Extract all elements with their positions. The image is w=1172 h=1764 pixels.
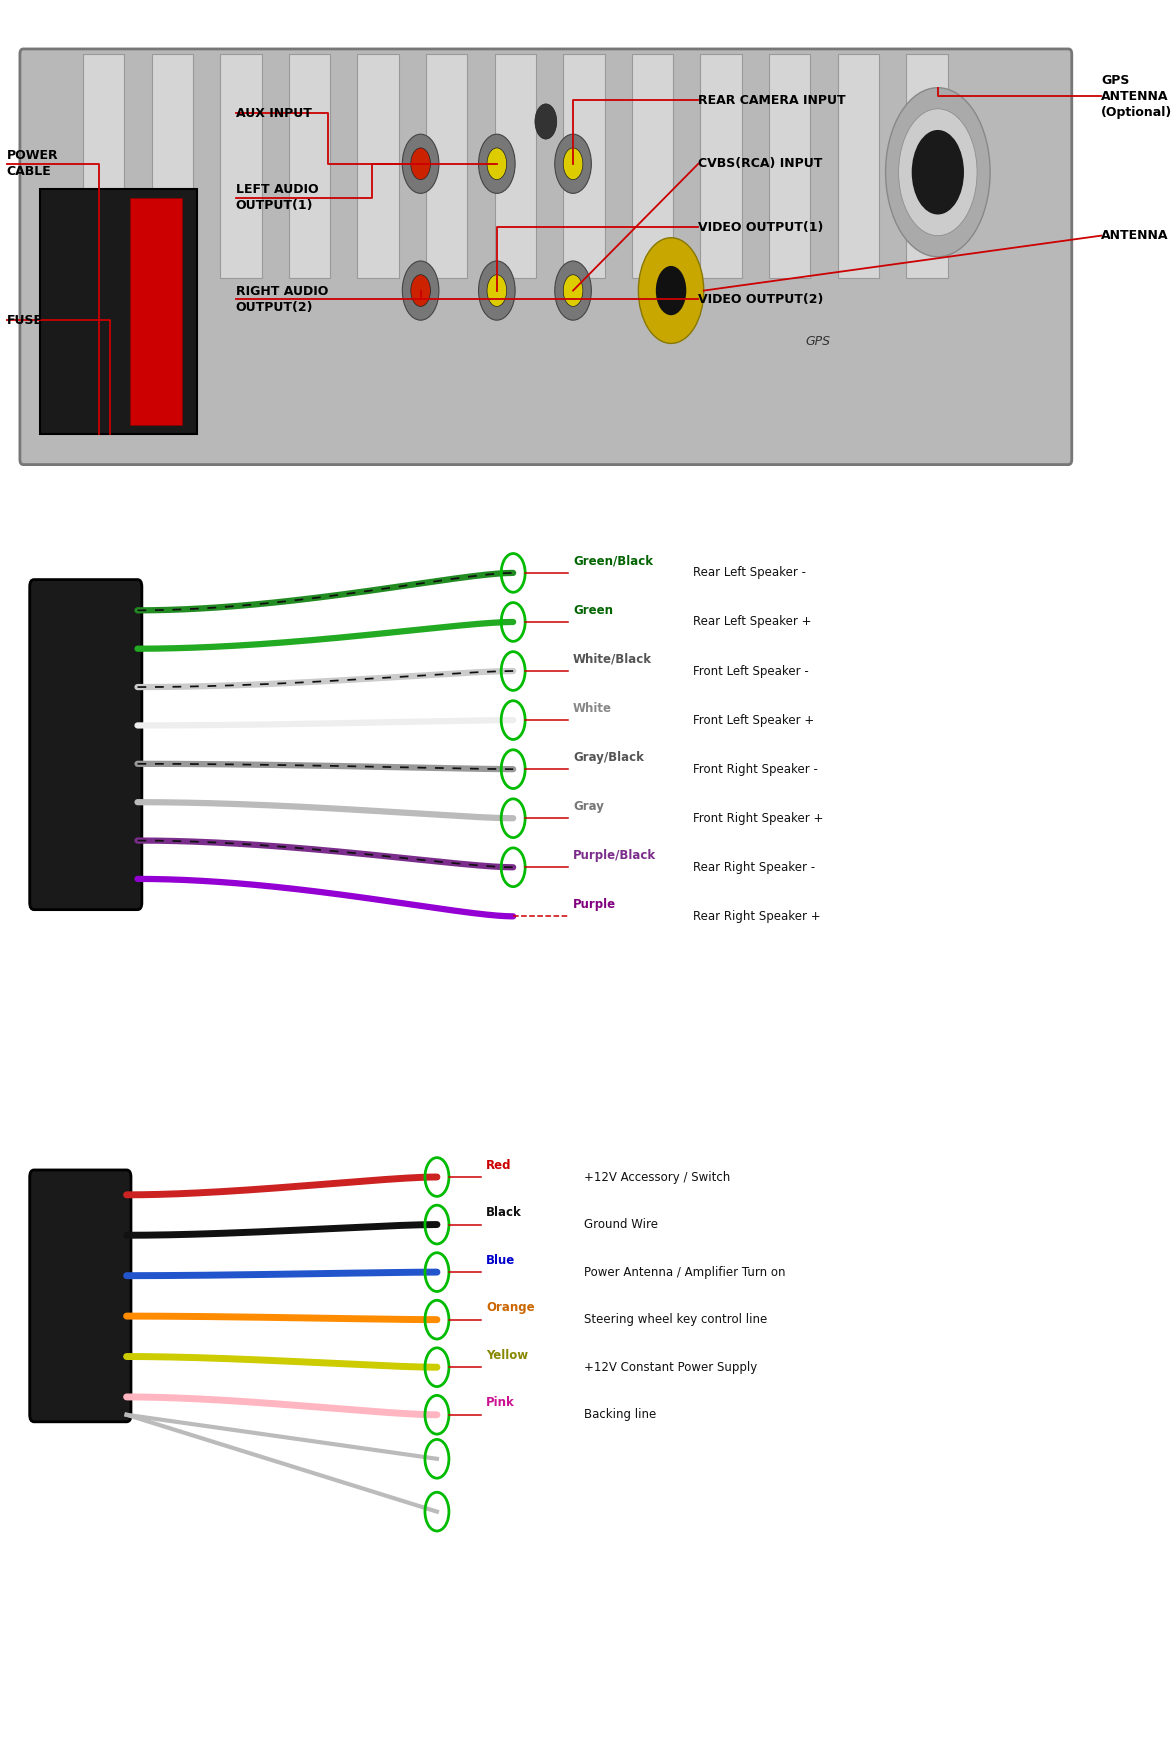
Text: White: White xyxy=(573,702,612,714)
Text: Green/Black: Green/Black xyxy=(573,554,653,568)
Bar xyxy=(495,55,536,279)
Text: Front Right Speaker +: Front Right Speaker + xyxy=(693,811,823,826)
Text: CVBS(RCA) INPUT: CVBS(RCA) INPUT xyxy=(699,157,823,171)
Circle shape xyxy=(554,134,592,194)
Circle shape xyxy=(402,261,438,321)
Text: AUX INPUT: AUX INPUT xyxy=(236,106,312,120)
Text: +12V Constant Power Supply: +12V Constant Power Supply xyxy=(584,1360,757,1374)
Circle shape xyxy=(912,131,963,215)
Text: GPS: GPS xyxy=(805,335,831,348)
Text: Ground Wire: Ground Wire xyxy=(584,1219,657,1231)
Text: LEFT AUDIO
OUTPUT(1): LEFT AUDIO OUTPUT(1) xyxy=(236,183,318,212)
Text: Red: Red xyxy=(486,1159,511,1171)
Text: Steering wheel key control line: Steering wheel key control line xyxy=(584,1312,768,1327)
Text: Pink: Pink xyxy=(486,1397,515,1409)
Text: Gray/Black: Gray/Black xyxy=(573,751,643,764)
Circle shape xyxy=(554,261,592,321)
Circle shape xyxy=(411,148,430,180)
Circle shape xyxy=(534,104,557,139)
Text: GPS
ANTENNA
(Optional): GPS ANTENNA (Optional) xyxy=(1102,74,1172,118)
Circle shape xyxy=(639,238,703,344)
Circle shape xyxy=(478,261,516,321)
Text: Rear Right Speaker -: Rear Right Speaker - xyxy=(693,861,815,873)
Bar xyxy=(130,198,182,425)
Text: Front Left Speaker +: Front Left Speaker + xyxy=(693,714,815,727)
Bar xyxy=(564,55,605,279)
Bar xyxy=(906,55,948,279)
Bar xyxy=(427,55,468,279)
Bar xyxy=(288,55,331,279)
Circle shape xyxy=(564,275,582,307)
Bar xyxy=(40,189,197,434)
Circle shape xyxy=(411,275,430,307)
Text: Black: Black xyxy=(486,1207,522,1219)
Circle shape xyxy=(488,148,506,180)
Circle shape xyxy=(488,275,506,307)
Text: Rear Right Speaker +: Rear Right Speaker + xyxy=(693,910,820,923)
Text: Gray: Gray xyxy=(573,799,604,813)
Circle shape xyxy=(886,88,990,258)
Text: Power Antenna / Amplifier Turn on: Power Antenna / Amplifier Turn on xyxy=(584,1265,785,1279)
FancyBboxPatch shape xyxy=(20,49,1071,464)
Text: Purple: Purple xyxy=(573,898,616,910)
FancyBboxPatch shape xyxy=(29,1170,131,1422)
Bar xyxy=(83,55,124,279)
Text: ANTENNA: ANTENNA xyxy=(1102,229,1168,242)
Text: Front Left Speaker -: Front Left Speaker - xyxy=(693,665,809,677)
Bar xyxy=(220,55,261,279)
Text: Backing line: Backing line xyxy=(584,1408,656,1422)
Text: FUSE: FUSE xyxy=(7,314,43,326)
Text: VIDEO OUTPUT(2): VIDEO OUTPUT(2) xyxy=(699,293,824,305)
Text: +12V Accessory / Switch: +12V Accessory / Switch xyxy=(584,1171,730,1184)
Circle shape xyxy=(402,134,438,194)
Bar xyxy=(151,55,193,279)
Text: REAR CAMERA INPUT: REAR CAMERA INPUT xyxy=(699,93,846,108)
Bar xyxy=(357,55,398,279)
Text: POWER
CABLE: POWER CABLE xyxy=(7,150,59,178)
Circle shape xyxy=(478,134,516,194)
Text: Rear Left Speaker +: Rear Left Speaker + xyxy=(693,616,811,628)
Text: Yellow: Yellow xyxy=(486,1349,529,1362)
Text: RIGHT AUDIO
OUTPUT(2): RIGHT AUDIO OUTPUT(2) xyxy=(236,284,328,314)
Text: Front Right Speaker -: Front Right Speaker - xyxy=(693,762,818,776)
Text: Green: Green xyxy=(573,603,613,617)
Text: Orange: Orange xyxy=(486,1302,534,1314)
Circle shape xyxy=(656,266,687,316)
Text: Rear Left Speaker -: Rear Left Speaker - xyxy=(693,566,806,579)
Text: Purple/Black: Purple/Black xyxy=(573,848,656,863)
Text: Blue: Blue xyxy=(486,1254,516,1267)
Bar xyxy=(632,55,673,279)
Bar xyxy=(769,55,810,279)
Circle shape xyxy=(899,109,977,236)
Text: White/Black: White/Black xyxy=(573,653,652,665)
Circle shape xyxy=(564,148,582,180)
Bar xyxy=(838,55,879,279)
Text: VIDEO OUTPUT(1): VIDEO OUTPUT(1) xyxy=(699,220,824,233)
FancyBboxPatch shape xyxy=(29,580,142,910)
Bar xyxy=(701,55,742,279)
